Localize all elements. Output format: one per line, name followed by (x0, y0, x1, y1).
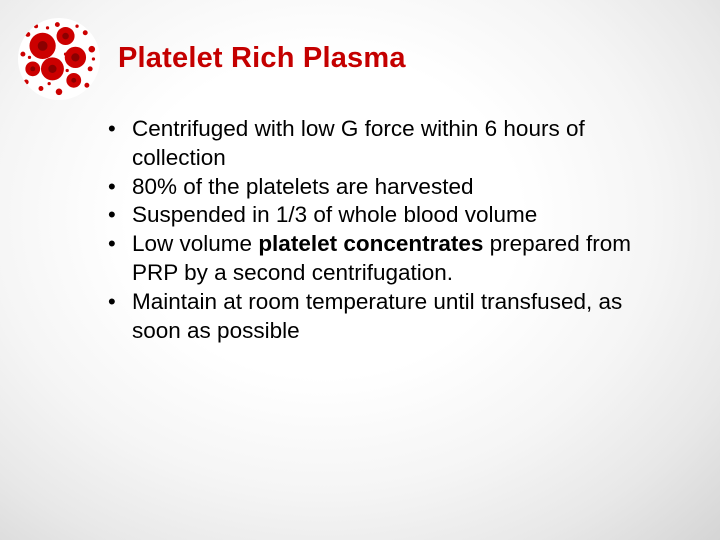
bullet-text: Maintain at room temperature until trans… (132, 289, 622, 343)
bullet-text: Low volume (132, 231, 258, 256)
slide-body: Centrifuged with low G force within 6 ho… (100, 115, 675, 345)
bullet-item: 80% of the platelets are harvested (100, 173, 675, 202)
bullet-bold: platelet concentrates (258, 231, 483, 256)
bullet-text: Centrifuged with low G force within 6 ho… (132, 116, 585, 170)
slide-title: Platelet Rich Plasma (118, 42, 406, 75)
bullet-item: Suspended in 1/3 of whole blood volume (100, 201, 675, 230)
bullet-item: Low volume platelet concentrates prepare… (100, 230, 675, 288)
bullet-text: 80% of the platelets are harvested (132, 174, 473, 199)
blood-cells-logo (18, 18, 100, 100)
bullet-list: Centrifuged with low G force within 6 ho… (100, 115, 675, 345)
bullet-item: Centrifuged with low G force within 6 ho… (100, 115, 675, 173)
bullet-text: Suspended in 1/3 of whole blood volume (132, 202, 537, 227)
bullet-item: Maintain at room temperature until trans… (100, 288, 675, 346)
